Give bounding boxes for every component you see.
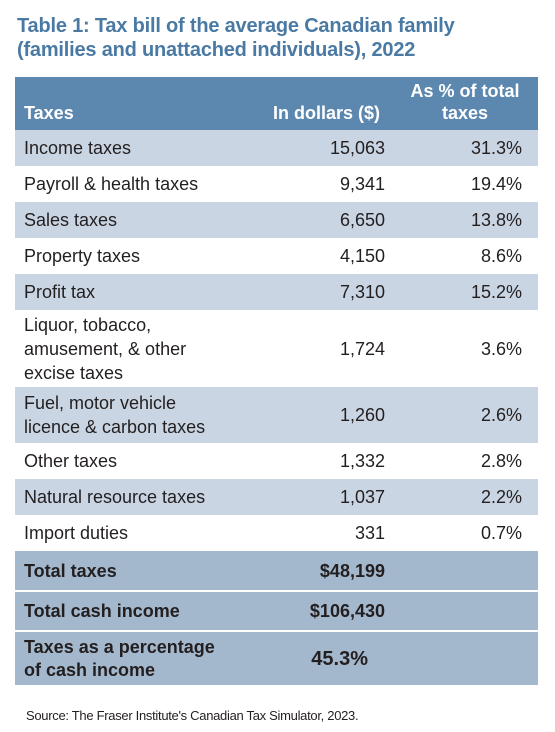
row-dollars: 1,724 <box>339 338 385 359</box>
table-row: Natural resource taxes 1,037 2.2% <box>15 479 538 515</box>
row-dollars: 9,341 <box>339 174 385 194</box>
title-line-2: (families and unattached individuals), 2… <box>17 39 416 61</box>
row-percent: 8.6% <box>480 246 522 266</box>
row-label: Sales taxes <box>24 210 118 230</box>
table-row: Income taxes 15,063 31.3% <box>15 130 538 166</box>
row-dollars: 7,310 <box>339 282 385 302</box>
summary-empty-cell <box>393 630 538 685</box>
row-label-line: amusement, & other <box>24 338 187 359</box>
row-percent: 2.2% <box>480 487 522 507</box>
table-row: Property taxes 4,150 8.6% <box>15 238 538 274</box>
row-percent: 2.8% <box>480 451 522 471</box>
row-percent: 15.2% <box>470 282 522 302</box>
row-percent: 13.8% <box>470 210 522 230</box>
summary-label: Taxes as a percentage of cash income <box>15 630 241 685</box>
row-label: Profit tax <box>24 282 96 302</box>
source-note: Source: The Fraser Institute's Canadian … <box>26 708 359 723</box>
row-percent: 2.6% <box>480 405 522 425</box>
table-title: Table 1: Tax bill of the average Canadia… <box>17 14 537 62</box>
tax-table: Taxes In dollars ($) As % of total taxes… <box>15 77 538 685</box>
row-label: Liquor, tobacco, amusement, & other exci… <box>15 310 241 387</box>
table-row: Import duties 331 0.7% <box>15 515 538 551</box>
row-percent: 19.4% <box>470 174 522 194</box>
row-label: Income taxes <box>24 138 132 158</box>
row-label: Import duties <box>24 523 129 543</box>
summary-row-total-income: Total cash income $106,430 <box>15 590 538 631</box>
summary-value: $106,430 <box>241 590 393 631</box>
row-label: Property taxes <box>24 246 141 266</box>
summary-value: 45.3% <box>241 630 393 685</box>
row-label-line: licence & carbon taxes <box>24 417 206 437</box>
row-label-line: Fuel, motor vehicle <box>24 393 177 413</box>
row-label: Other taxes <box>24 451 118 471</box>
row-percent: 31.3% <box>470 138 522 158</box>
summary-row-tax-percentage: Taxes as a percentage of cash income 45.… <box>15 630 538 685</box>
row-label-line: excise taxes <box>24 362 124 383</box>
table-row: Payroll & health taxes 9,341 19.4% <box>15 166 538 202</box>
row-dollars: 1,332 <box>339 451 385 471</box>
summary-label-line: of cash income <box>24 659 156 680</box>
row-label: Natural resource taxes <box>24 487 206 507</box>
header-percent: As % of total taxes <box>393 77 538 130</box>
summary-value: $48,199 <box>319 560 385 581</box>
row-dollars: 1,260 <box>339 405 385 425</box>
table-row: Profit tax 7,310 15.2% <box>15 274 538 310</box>
row-label: Payroll & health taxes <box>24 174 199 194</box>
row-label: Fuel, motor vehicle licence & carbon tax… <box>15 387 241 443</box>
tax-table-container: Taxes In dollars ($) As % of total taxes… <box>15 77 538 685</box>
header-taxes: Taxes <box>24 103 74 123</box>
row-dollars: 1,037 <box>339 487 385 507</box>
table-row: Other taxes 1,332 2.8% <box>15 443 538 479</box>
summary-label: Total cash income <box>15 590 241 631</box>
row-percent: 3.6% <box>480 338 522 359</box>
row-label-line: Liquor, tobacco, <box>24 314 152 335</box>
header-dollars: In dollars ($) <box>272 103 380 123</box>
row-dollars: 331 <box>354 523 385 543</box>
title-line-1: Table 1: Tax bill of the average Canadia… <box>17 15 455 37</box>
row-percent: 0.7% <box>480 523 522 543</box>
header-percent-label: As % of total taxes <box>410 81 520 123</box>
table-row: Liquor, tobacco, amusement, & other exci… <box>15 310 538 387</box>
summary-empty-cell <box>393 590 538 631</box>
row-dollars: 15,063 <box>329 138 385 158</box>
table-header-row: Taxes In dollars ($) As % of total taxes <box>15 77 538 130</box>
summary-label-line: Taxes as a percentage <box>24 636 215 657</box>
table-row: Fuel, motor vehicle licence & carbon tax… <box>15 387 538 443</box>
row-dollars: 4,150 <box>339 246 385 266</box>
row-dollars: 6,650 <box>339 210 385 230</box>
summary-empty-cell <box>393 551 538 591</box>
summary-row-total-taxes: Total taxes $48,199 <box>15 551 538 591</box>
table-row: Sales taxes 6,650 13.8% <box>15 202 538 238</box>
summary-label: Total taxes <box>24 560 117 581</box>
